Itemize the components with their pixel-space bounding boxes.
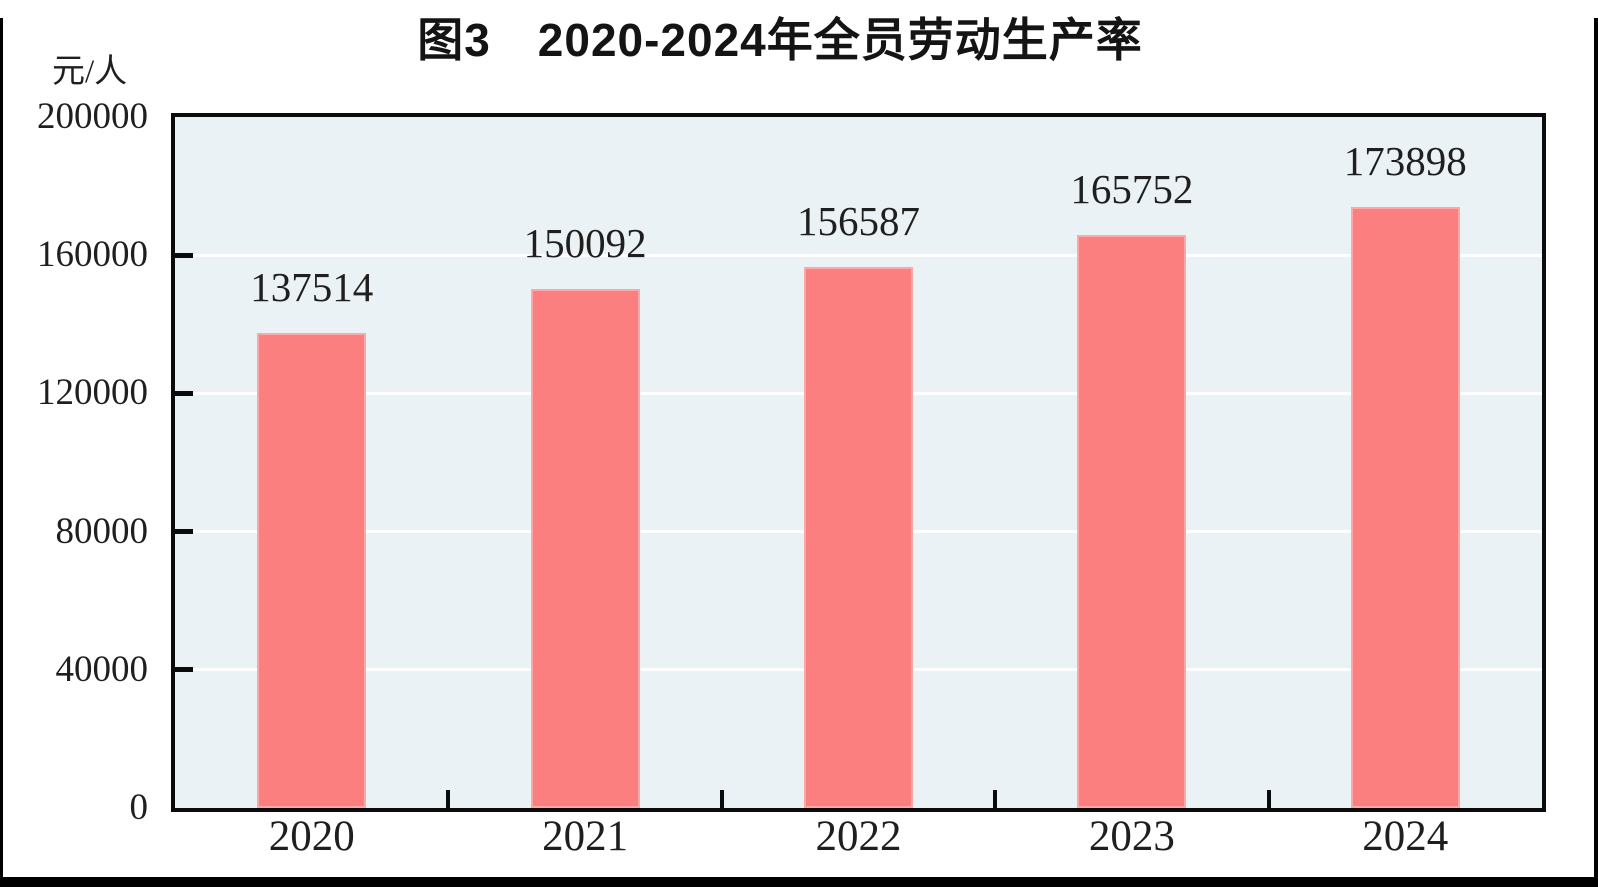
x-axis-tick-4 [1266,790,1271,808]
x-axis-tick-1 [446,790,451,808]
gridline-160000 [175,253,1542,257]
page-border-left [0,18,3,887]
bar-2023 [1077,235,1187,808]
y-axis-tick-160000 [175,252,193,258]
y-axis-unit-label: 元/人 [52,54,128,90]
page-border-right [1594,18,1598,887]
x-axis-label-2020: 2020 [268,813,355,860]
x-axis-tick-2 [719,790,724,808]
chart-title: 图3 2020-2024年全员劳动生产率 [417,14,1143,66]
bar-value-label-2020: 137514 [250,263,374,310]
bar-2020 [257,332,367,808]
y-axis-label-40000: 40000 [55,648,149,690]
bar-value-label-2024: 173898 [1343,138,1467,185]
y-axis-label-80000: 80000 [55,510,149,552]
page-border-bottom [0,877,1598,887]
x-axis-label-2022: 2022 [815,813,902,860]
y-axis-tick-120000 [175,390,193,396]
x-axis-label-2023: 2023 [1088,813,1175,860]
plot-area [171,113,1546,812]
x-axis-label-2024: 2024 [1362,813,1449,860]
bar-2021 [530,289,640,808]
y-axis-label-120000: 120000 [37,372,148,414]
y-axis-label-200000: 200000 [37,96,148,137]
y-axis-tick-80000 [175,529,193,535]
y-axis-tick-40000 [175,667,193,673]
y-axis-label-0: 0 [129,787,149,828]
bar-value-label-2022: 156587 [797,197,920,244]
x-axis-tick-3 [993,790,998,808]
x-axis-label-2021: 2021 [542,813,629,860]
bar-value-label-2021: 150092 [523,220,647,267]
bar-value-label-2023: 165752 [1070,166,1194,213]
y-axis-label-160000: 160000 [37,234,148,276]
bar-2022 [804,267,913,808]
bar-2024 [1350,207,1460,808]
